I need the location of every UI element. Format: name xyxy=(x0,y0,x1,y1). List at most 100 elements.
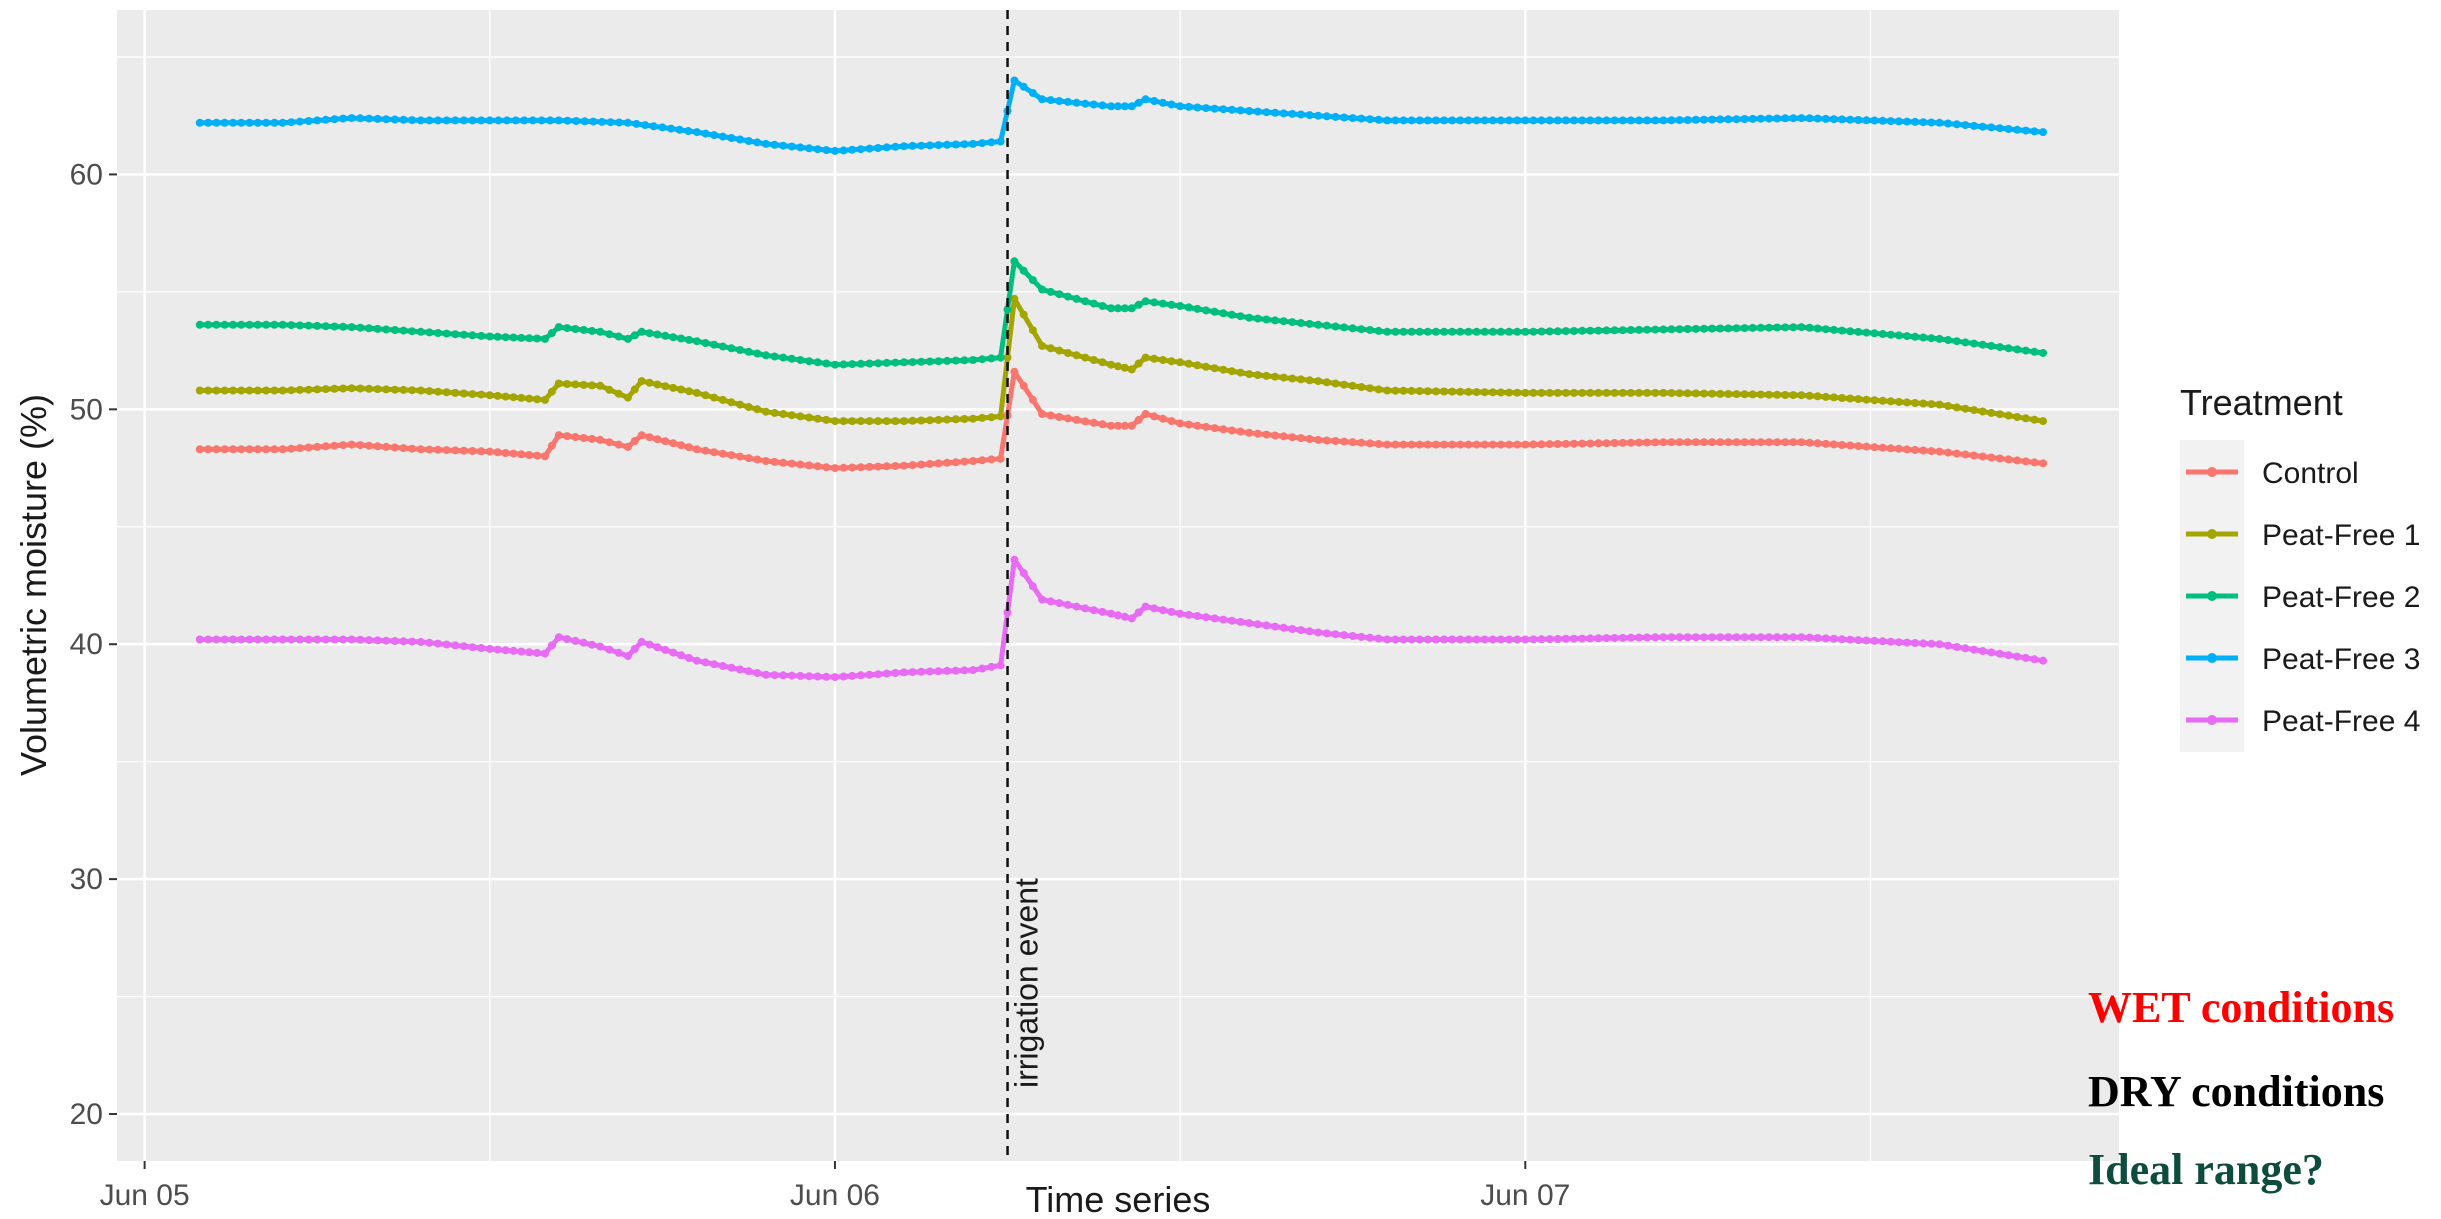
data-point xyxy=(1262,430,1271,439)
data-point xyxy=(1870,443,1879,452)
data-point xyxy=(399,326,408,335)
data-point xyxy=(1296,110,1305,119)
data-point xyxy=(485,332,494,341)
data-point xyxy=(365,114,373,123)
data-point xyxy=(1114,611,1122,620)
data-point xyxy=(1561,116,1570,125)
data-point xyxy=(1708,633,1717,642)
data-point xyxy=(770,671,779,680)
data-point xyxy=(1193,361,1202,370)
data-point xyxy=(1245,619,1254,628)
data-point xyxy=(874,462,883,471)
data-point xyxy=(1167,607,1176,616)
data-point xyxy=(641,121,650,130)
data-point xyxy=(630,331,639,340)
data-point xyxy=(891,417,900,426)
data-point xyxy=(1618,633,1627,642)
data-point xyxy=(1158,414,1167,423)
data-point xyxy=(701,446,710,455)
data-point xyxy=(1740,115,1749,123)
data-point xyxy=(661,382,670,391)
data-point xyxy=(588,640,596,649)
data-point xyxy=(667,124,675,133)
series-control xyxy=(195,367,2048,473)
data-point xyxy=(1357,438,1366,447)
data-point xyxy=(547,441,556,450)
data-point xyxy=(969,666,977,675)
data-point xyxy=(1114,304,1122,313)
data-point xyxy=(1586,439,1595,448)
data-point xyxy=(1440,387,1449,396)
data-point xyxy=(630,437,639,445)
data-point xyxy=(951,415,960,424)
data-point xyxy=(1545,635,1554,644)
data-point xyxy=(1210,307,1219,316)
data-point xyxy=(1659,438,1668,447)
data-point xyxy=(2004,125,2013,133)
data-point xyxy=(546,116,555,125)
data-point xyxy=(1340,380,1349,389)
data-point xyxy=(1003,353,1012,362)
data-point xyxy=(2021,346,2030,355)
data-point xyxy=(856,359,865,368)
data-point xyxy=(692,337,701,346)
data-point xyxy=(1748,323,1757,332)
data-point xyxy=(1659,633,1668,642)
data-point xyxy=(637,431,646,440)
data-point xyxy=(1055,413,1064,421)
data-point xyxy=(493,332,502,341)
data-point xyxy=(1570,116,1578,125)
data-point xyxy=(1480,388,1489,397)
y-tick-label: 40 xyxy=(70,628,103,661)
data-point xyxy=(1271,372,1280,381)
data-point xyxy=(1019,569,1028,577)
data-point xyxy=(978,664,987,673)
data-point xyxy=(1995,649,2004,658)
data-point xyxy=(658,123,667,132)
data-point xyxy=(195,445,204,454)
data-point xyxy=(1305,627,1314,636)
data-point xyxy=(533,648,542,657)
data-point xyxy=(1521,440,1530,449)
data-point xyxy=(434,329,442,337)
data-point xyxy=(517,450,526,459)
irrigation-label: irrigation event xyxy=(1009,878,1045,1088)
data-point xyxy=(1028,89,1037,97)
data-point xyxy=(787,459,796,468)
data-point xyxy=(1961,644,1970,653)
data-point xyxy=(1210,364,1219,373)
data-point xyxy=(614,440,623,449)
data-point xyxy=(1271,316,1280,325)
data-point xyxy=(2021,414,2030,423)
data-point xyxy=(416,637,425,646)
data-point xyxy=(321,385,330,394)
data-point xyxy=(1305,319,1314,328)
data-point xyxy=(347,323,356,332)
data-point xyxy=(1978,452,1987,461)
data-point xyxy=(1618,116,1627,125)
data-point xyxy=(262,118,271,127)
data-point xyxy=(541,649,549,658)
data-point xyxy=(1683,389,1692,398)
data-point xyxy=(1903,117,1911,126)
data-point xyxy=(1391,635,1400,644)
legend-label: Peat-Free 3 xyxy=(2262,643,2420,676)
data-point xyxy=(1496,440,1505,449)
data-point xyxy=(1184,610,1193,619)
data-point xyxy=(1732,633,1741,642)
data-point xyxy=(753,349,762,358)
data-point xyxy=(373,114,382,123)
data-point xyxy=(925,667,934,676)
data-point xyxy=(1184,420,1193,429)
data-point xyxy=(710,340,719,349)
data-point xyxy=(1667,633,1676,642)
data-point xyxy=(675,125,684,134)
data-point xyxy=(1055,599,1064,608)
data-point xyxy=(1987,123,1996,132)
data-point xyxy=(1521,327,1530,336)
data-point xyxy=(1919,446,1928,455)
data-point xyxy=(1340,323,1349,332)
data-point xyxy=(195,386,204,395)
data-point xyxy=(822,415,831,424)
data-point xyxy=(710,660,719,669)
